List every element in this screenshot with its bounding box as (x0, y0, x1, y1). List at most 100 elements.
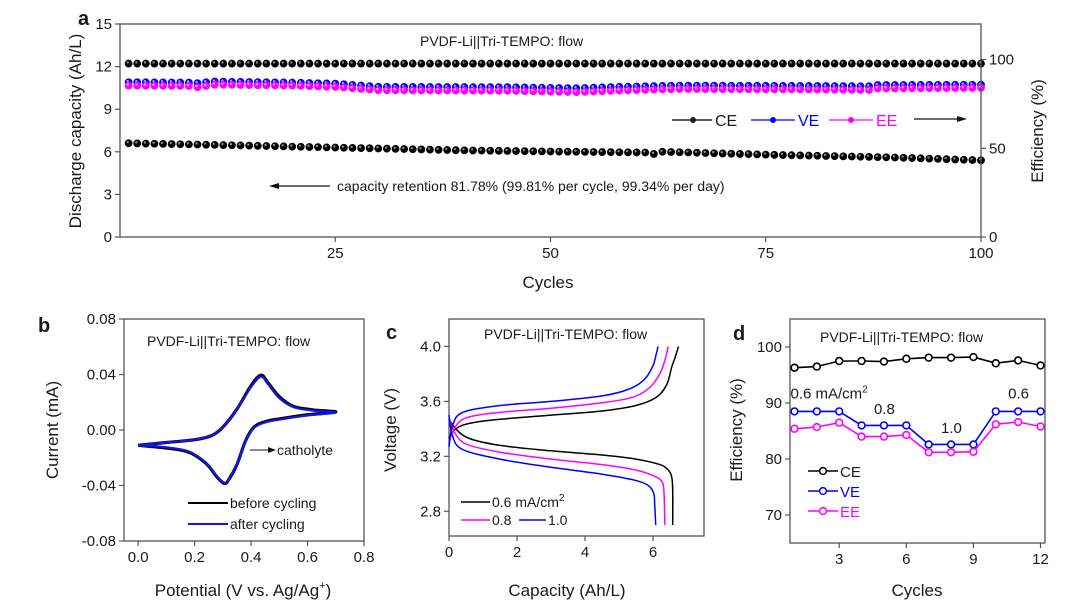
panel-a-point-highlight (419, 61, 422, 64)
panel-a-point-highlight (591, 61, 594, 64)
panel-a-discharge-capacity-point (262, 142, 271, 150)
panel-a-ce-point (391, 59, 400, 68)
panel-a-discharge-capacity-point (184, 140, 193, 149)
panel-a-point-highlight (780, 87, 784, 90)
panel-a-ce-point (710, 59, 718, 68)
panel-a-point-highlight (591, 89, 594, 92)
panel-d-xlabel: Cycles (891, 581, 942, 600)
panel-a-ee-point (279, 81, 288, 90)
panel-a-ce-point (322, 59, 331, 68)
panel-a-discharge-capacity-point (563, 147, 572, 156)
panel-a-point-highlight (694, 86, 698, 90)
panel-c-xlabel: Capacity (Ah/L) (508, 581, 625, 600)
panel-a-ce-point (537, 59, 546, 68)
panel-a-point-highlight (643, 87, 646, 90)
panel-a-discharge-capacity-point (615, 148, 624, 157)
panel-a-point-highlight (703, 83, 706, 86)
panel-a-point-highlight (763, 152, 767, 155)
panel-a-discharge-capacity-point (813, 151, 822, 160)
panel-a-discharge-capacity-point (305, 143, 314, 151)
panel-a-point-highlight (393, 84, 396, 87)
panel-b-y-tick-label: 0.04 (87, 367, 116, 384)
panel-a-point-highlight (290, 144, 293, 147)
panel-a-discharge-capacity-point (434, 145, 443, 154)
panel-a-ee-point (934, 84, 942, 93)
legend-ce-label: CE (840, 464, 861, 481)
panel-a-frame (119, 23, 982, 238)
panel-a-point-highlight (582, 149, 586, 152)
panel-a-point-highlight (531, 85, 534, 88)
panel-d-current-label-text: 0.6 (1008, 386, 1029, 403)
panel-a-point-highlight (711, 61, 715, 64)
panel-a-ee-point (219, 80, 228, 89)
panel-a-discharge-capacity-point (245, 141, 254, 150)
panel-a-point-highlight (479, 84, 482, 88)
panel-b-x-tick-label: 0.2 (184, 549, 205, 566)
panel-a-point-highlight (410, 84, 414, 88)
panel-d-ve-point (835, 407, 844, 416)
panel-a-discharge-capacity-point (641, 148, 650, 157)
panel-a-point-highlight (625, 84, 629, 87)
panel-d-ee-point (1036, 422, 1045, 431)
panel-a-ee-point (365, 85, 374, 94)
panel-a-point-highlight (694, 61, 698, 64)
panel-a-point-highlight (780, 83, 784, 86)
panel-a-ce-point (581, 59, 589, 68)
panel-a-point-highlight (565, 89, 569, 93)
panel-a-point-highlight (539, 85, 543, 88)
panel-a-ce-point (770, 59, 779, 68)
panel-a-point-highlight (221, 82, 224, 85)
panel-b-xlabel-end: ) (326, 581, 332, 600)
panel-a-point-highlight (539, 149, 543, 152)
panel-a-xlabel: Cycles (522, 273, 573, 292)
panel-a-point-highlight (711, 86, 715, 90)
panel-a-point-highlight (186, 83, 190, 87)
panel-d-ee-point (924, 448, 933, 457)
panel-a-point-highlight (272, 83, 276, 86)
panel-d-ve-point (946, 440, 956, 449)
panel-a-ce-point (822, 59, 830, 68)
panel-a-point-highlight (660, 83, 663, 87)
panel-a-point-highlight (126, 83, 129, 86)
panel-a-point-highlight (634, 61, 637, 64)
panel-a-ee-point (322, 82, 331, 91)
panel-a-discharge-capacity-point (710, 149, 718, 158)
panel-a-point-highlight (832, 87, 835, 90)
panel-a-ee-point (210, 80, 219, 89)
panel-a-ce-point (141, 59, 150, 68)
panel-a-ee-point (606, 86, 615, 95)
panel-a-point-highlight (195, 61, 198, 64)
panel-a-ce-point (641, 59, 650, 68)
panel-a-point-highlight (875, 61, 878, 64)
panel-a-point-highlight (875, 154, 878, 158)
panel-a-ee-point (374, 86, 383, 95)
panel-d-ee-point (902, 430, 911, 440)
panel-a-ee-point (624, 86, 632, 95)
panel-b-y-tick-label: -0.08 (82, 533, 116, 550)
panel-a-discharge-capacity-point (477, 146, 486, 155)
panel-a-discharge-capacity-point (753, 150, 762, 159)
panel-b-cv-after-cycling (137, 375, 337, 484)
panel-a-ce-point (477, 59, 486, 68)
legend-ce-label: CE (715, 113, 737, 130)
panel-a-point-highlight (427, 88, 431, 91)
panel-a-point-highlight (152, 61, 155, 64)
panel-a-point-highlight (617, 84, 620, 87)
panel-a-discharge-capacity-point (968, 156, 977, 164)
panel-a-point-highlight (453, 84, 457, 88)
panel-a-ee-point (692, 85, 701, 93)
panel-a-point-highlight (772, 87, 775, 90)
panel-a-discharge-capacity-point (408, 145, 417, 154)
panel-a-point-highlight (746, 61, 749, 64)
panel-a-point-highlight (832, 83, 835, 87)
panel-a-discharge-capacity-point (804, 151, 813, 160)
panel-c-ylabel: Voltage (V) (381, 388, 400, 472)
panel-a-discharge-capacity-point (822, 152, 830, 160)
panel-a-point-highlight (729, 151, 732, 154)
panel-a-discharge-capacity-point (193, 140, 202, 149)
panel-a-point-highlight (668, 61, 672, 64)
panel-a-point-highlight (470, 148, 474, 151)
panel-a-point-highlight (582, 61, 586, 64)
panel-a-point-highlight (341, 85, 345, 88)
panel-b-letter: b (38, 315, 50, 337)
